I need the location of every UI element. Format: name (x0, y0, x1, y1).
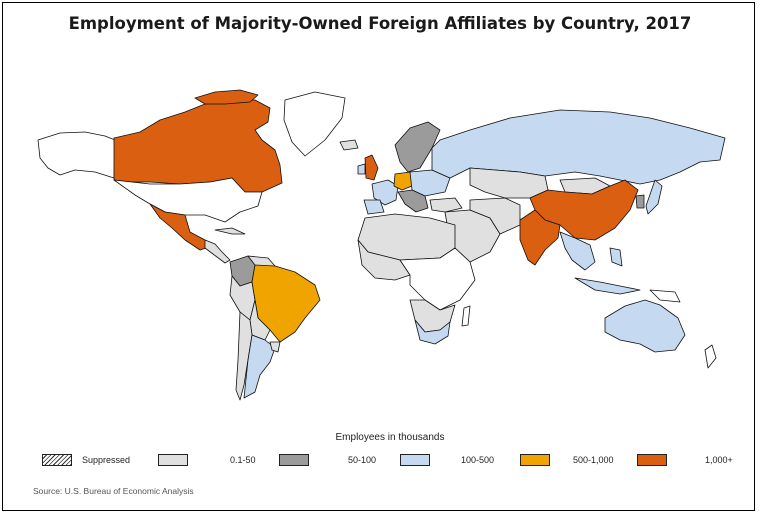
region-turkey (429, 197, 463, 213)
region-iceland (339, 139, 359, 151)
region-argentina[interactable] (243, 334, 276, 399)
region-canada-islands (194, 89, 259, 105)
region-ireland (357, 163, 366, 175)
region-korea (635, 194, 645, 209)
legend-label-suppressed: Suppressed (82, 455, 131, 465)
region-madagascar (461, 305, 471, 327)
region-iran (469, 197, 521, 235)
legend-swatch-50-100 (279, 454, 309, 466)
region-chile (235, 311, 253, 401)
region-alaska (37, 131, 116, 179)
region-germany[interactable] (393, 171, 413, 191)
legend-swatch-500-1000 (520, 454, 550, 466)
region-central-africa (399, 247, 476, 311)
map-title: Employment of Majority-Owned Foreign Aff… (68, 14, 692, 33)
region-southeast-asia (559, 231, 596, 271)
legend-label-50-100: 50-100 (348, 455, 377, 465)
region-caribbean (214, 227, 246, 235)
legend-title: Employees in thousands (335, 432, 445, 443)
legend-swatch-100-500 (400, 454, 430, 466)
legend-swatch-suppressed (42, 454, 72, 466)
region-japan[interactable] (645, 179, 663, 215)
region-russia[interactable] (431, 109, 726, 185)
source-note: Source: U.S. Bureau of Economic Analysis (33, 486, 194, 496)
region-new-zealand (704, 344, 717, 369)
legend-label-0-1-50: 0.1-50 (230, 455, 256, 465)
region-uruguay (269, 341, 281, 353)
region-france[interactable] (371, 179, 399, 206)
region-west-africa (357, 239, 411, 281)
region-png (649, 289, 681, 303)
region-south-africa[interactable] (414, 319, 451, 345)
region-central-america (204, 239, 231, 264)
region-spain (363, 199, 385, 215)
legend-swatch-1000-plus (637, 454, 667, 466)
legend-label-1000-plus: 1,000+ (705, 455, 733, 465)
legend-label-500-1000: 500-1,000 (573, 455, 614, 465)
region-italy (397, 189, 429, 213)
legend-label-100-500: 100-500 (461, 455, 495, 465)
region-greenland (283, 91, 346, 157)
region-australia[interactable] (604, 299, 686, 353)
region-philippines (609, 247, 623, 267)
region-indonesia (574, 277, 641, 295)
region-india[interactable] (519, 209, 561, 266)
region-united-kingdom[interactable] (364, 154, 379, 181)
legend-swatch-0-1-50 (158, 454, 188, 466)
region-canada[interactable] (113, 99, 283, 193)
